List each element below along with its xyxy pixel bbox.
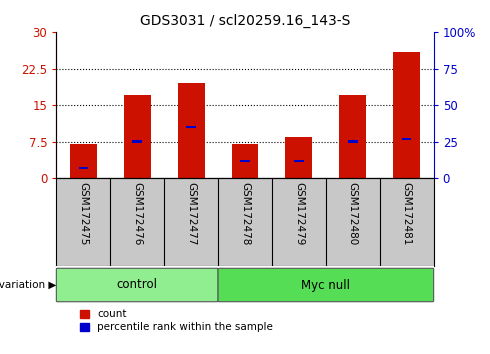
Text: control: control <box>117 279 158 291</box>
Bar <box>70 144 97 178</box>
Bar <box>348 140 358 143</box>
Text: GSM172480: GSM172480 <box>348 182 358 246</box>
Text: Myc null: Myc null <box>301 279 350 291</box>
FancyBboxPatch shape <box>218 268 434 302</box>
Text: GSM172476: GSM172476 <box>132 182 142 246</box>
Bar <box>240 160 250 162</box>
Bar <box>339 95 366 178</box>
Bar <box>123 95 151 178</box>
Text: GSM172475: GSM172475 <box>78 182 88 246</box>
Bar <box>402 138 412 140</box>
Bar <box>132 140 142 143</box>
Text: GSM172477: GSM172477 <box>186 182 196 246</box>
Legend: count, percentile rank within the sample: count, percentile rank within the sample <box>80 309 273 332</box>
Text: GSM172479: GSM172479 <box>294 182 304 246</box>
Bar <box>294 160 304 162</box>
Bar <box>393 52 420 178</box>
Title: GDS3031 / scl20259.16_143-S: GDS3031 / scl20259.16_143-S <box>140 14 350 28</box>
Bar <box>186 126 196 128</box>
Bar <box>285 137 312 178</box>
Bar <box>177 83 204 178</box>
Text: GSM172481: GSM172481 <box>402 182 412 246</box>
Bar <box>231 144 258 178</box>
Text: GSM172478: GSM172478 <box>240 182 250 246</box>
Bar <box>78 167 88 170</box>
FancyBboxPatch shape <box>56 268 218 302</box>
Text: genotype/variation ▶: genotype/variation ▶ <box>0 280 56 290</box>
